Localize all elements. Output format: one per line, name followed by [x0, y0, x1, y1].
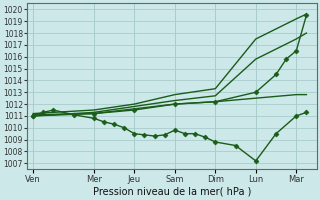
X-axis label: Pression niveau de la mer( hPa ): Pression niveau de la mer( hPa ): [92, 187, 251, 197]
